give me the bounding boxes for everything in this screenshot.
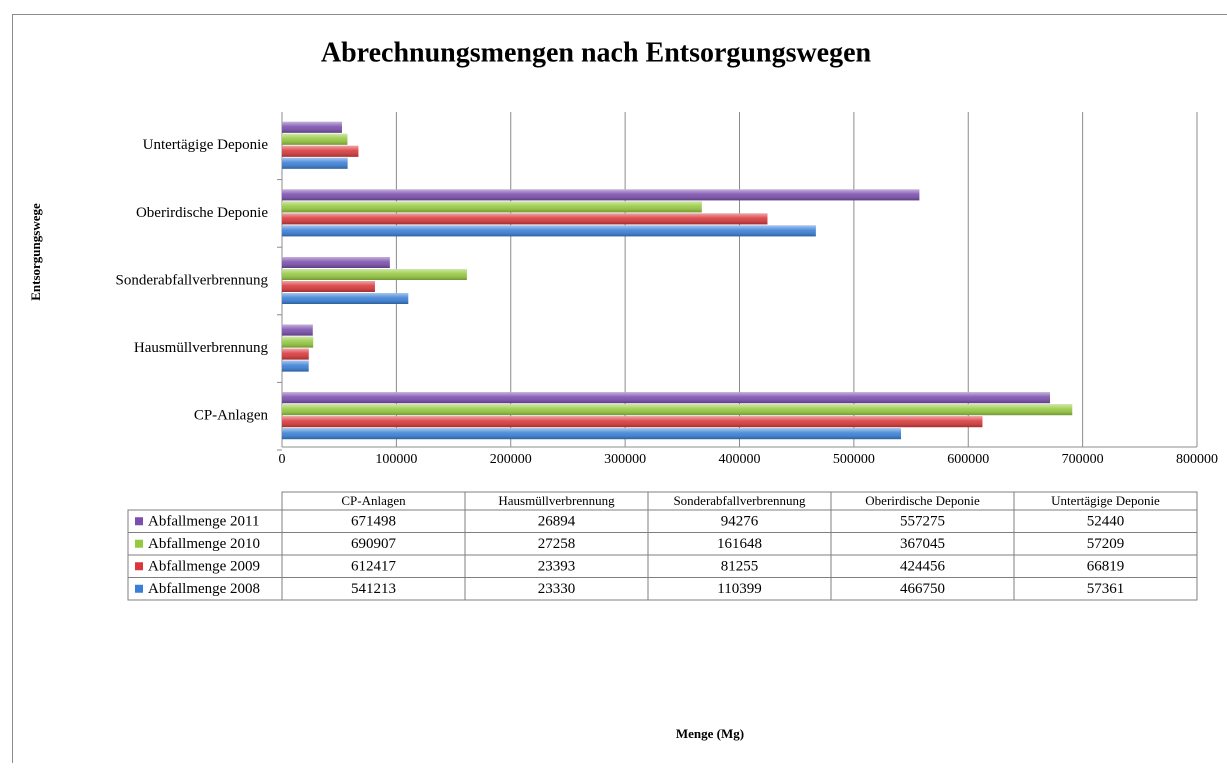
table-value: 690907 xyxy=(351,536,397,552)
legend-label: Abfallmenge 2008 xyxy=(148,581,260,597)
legend-label: Abfallmenge 2010 xyxy=(148,536,260,552)
table-value: 23393 xyxy=(538,559,576,575)
bar-shine xyxy=(282,134,347,145)
table-value: 466750 xyxy=(900,581,945,597)
table-value: 424456 xyxy=(900,559,946,575)
bar-shine xyxy=(282,269,467,280)
bar-shine xyxy=(282,146,358,157)
table-value: 23330 xyxy=(538,581,576,597)
y-tick-label: Untertägige Deponie xyxy=(143,137,269,153)
table-header: Sonderabfallverbrennung xyxy=(673,493,806,508)
bar-shine xyxy=(282,293,408,304)
table-value: 110399 xyxy=(717,581,761,597)
x-tick-label: 800000 xyxy=(1176,452,1218,467)
table-value: 161648 xyxy=(717,536,762,552)
x-tick-label: 100000 xyxy=(375,452,417,467)
bar-shine xyxy=(282,158,348,169)
bar-shine xyxy=(282,257,390,268)
bar-shine xyxy=(282,325,313,336)
legend-swatch xyxy=(135,562,143,570)
table-value: 57209 xyxy=(1087,536,1125,552)
y-tick-label: Sonderabfallverbrennung xyxy=(116,272,269,288)
bar-shine xyxy=(282,404,1072,415)
table-value: 671498 xyxy=(351,514,396,530)
table-value: 557275 xyxy=(900,514,945,530)
table-header: CP-Anlagen xyxy=(341,493,406,508)
x-tick-label: 300000 xyxy=(604,452,646,467)
x-tick-label: 200000 xyxy=(490,452,532,467)
x-tick-label: 400000 xyxy=(719,452,761,467)
bar-shine xyxy=(282,392,1050,403)
bar-shine xyxy=(282,337,313,348)
legend-label: Abfallmenge 2009 xyxy=(148,559,260,575)
y-axis-label: Entsorgungswege xyxy=(28,203,43,301)
x-tick-label: 700000 xyxy=(1062,452,1104,467)
bar-shine xyxy=(282,361,309,372)
table-value: 66819 xyxy=(1087,559,1125,575)
legend-swatch xyxy=(135,540,143,548)
legend-swatch xyxy=(135,585,143,593)
table-value: 52440 xyxy=(1087,514,1125,530)
y-tick-label: Oberirdische Deponie xyxy=(136,205,268,221)
legend-swatch xyxy=(135,517,143,525)
bar-shine xyxy=(282,189,919,200)
table-header: Hausmüllverbrennung xyxy=(498,493,615,508)
table-value: 81255 xyxy=(721,559,759,575)
bar-shine xyxy=(282,349,309,360)
table-value: 367045 xyxy=(900,536,945,552)
table-value: 612417 xyxy=(351,559,397,575)
x-axis-label: Menge (Mg) xyxy=(676,726,744,741)
bar-shine xyxy=(282,213,767,224)
bar-shine xyxy=(282,428,901,439)
legend-label: Abfallmenge 2011 xyxy=(148,514,260,530)
x-tick-label: 600000 xyxy=(947,452,989,467)
bar-shine xyxy=(282,122,342,133)
bar-shine xyxy=(282,416,982,427)
y-tick-label: CP-Anlagen xyxy=(194,408,269,424)
table-value: 94276 xyxy=(721,514,759,530)
bar-shine xyxy=(282,281,375,292)
table-value: 27258 xyxy=(538,536,576,552)
y-tick-label: Hausmüllverbrennung xyxy=(134,340,269,356)
table-value: 541213 xyxy=(351,581,396,597)
table-header: Untertägige Deponie xyxy=(1051,493,1160,508)
x-tick-label: 500000 xyxy=(833,452,875,467)
chart-title: Abrechnungsmengen nach Entsorgungswegen xyxy=(321,37,872,68)
bar-shine xyxy=(282,201,702,212)
table-value: 26894 xyxy=(538,514,576,530)
x-tick-label: 0 xyxy=(279,452,286,467)
chart-frame xyxy=(13,15,1227,764)
table-value: 57361 xyxy=(1087,581,1125,597)
bar-shine xyxy=(282,225,816,236)
table-header: Oberirdische Deponie xyxy=(865,493,980,508)
